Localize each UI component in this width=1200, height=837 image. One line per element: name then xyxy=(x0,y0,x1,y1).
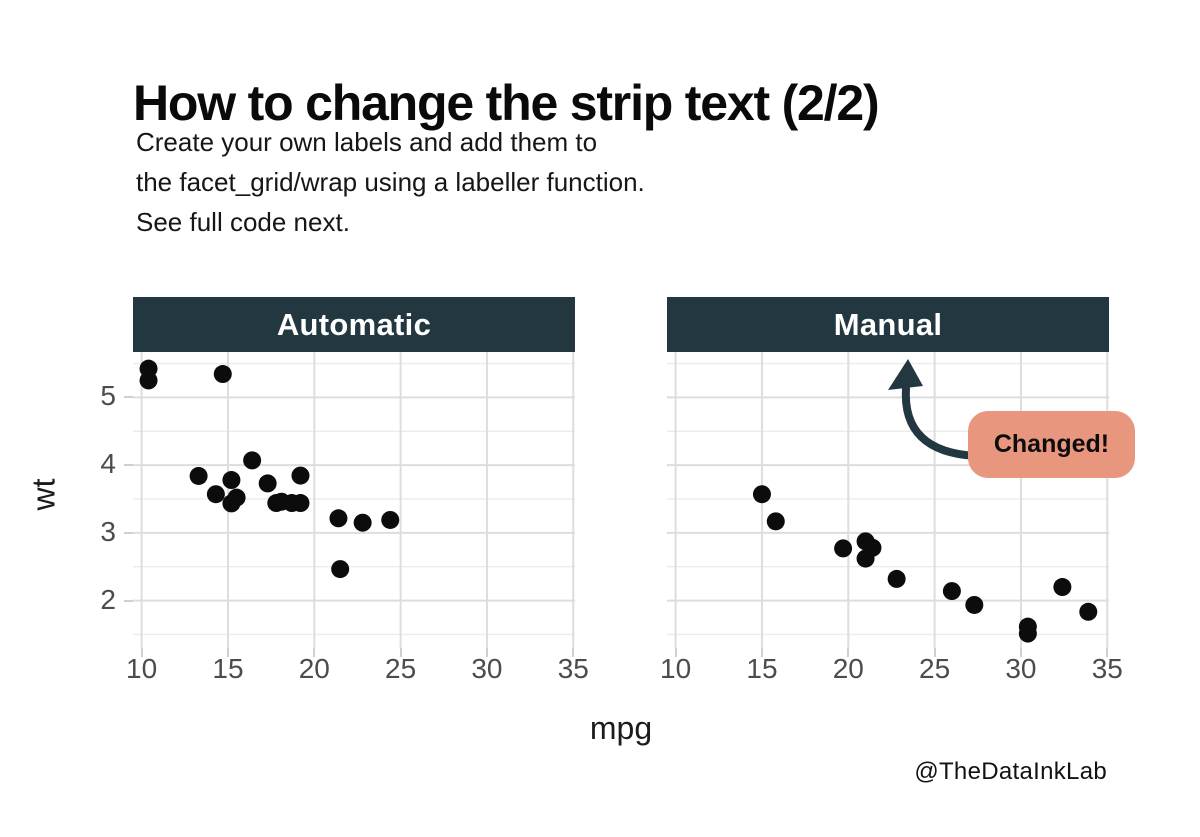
changed-badge-label: Changed! xyxy=(993,430,1110,458)
data-point xyxy=(381,510,400,529)
x-tick-label: 25 xyxy=(385,653,417,684)
data-point xyxy=(863,538,882,557)
x-tick-mark xyxy=(572,648,575,657)
y-axis-label: wt xyxy=(25,478,62,511)
subtitle-line: the facet_grid/wrap using a labeller fun… xyxy=(136,167,645,197)
x-tick-label: 35 xyxy=(1091,653,1123,684)
x-tick-mark xyxy=(847,648,850,657)
data-point xyxy=(213,365,232,384)
x-tick-mark xyxy=(226,648,229,657)
scatter-panel-automatic xyxy=(133,352,575,648)
data-point xyxy=(329,509,348,528)
data-point xyxy=(206,485,225,504)
y-tick-mark xyxy=(124,464,133,467)
data-point xyxy=(353,513,372,532)
data-point xyxy=(222,471,241,490)
x-tick-label: 20 xyxy=(832,653,864,684)
x-tick-label: 15 xyxy=(212,653,244,684)
y-tick-mark xyxy=(124,396,133,399)
y-tick-mark xyxy=(124,531,133,534)
x-tick-mark xyxy=(313,648,316,657)
y-tick-label: 4 xyxy=(100,448,116,480)
credit-handle: @TheDataInkLab xyxy=(914,758,1107,785)
x-tick-label: 35 xyxy=(557,653,589,684)
x-tick-label: 30 xyxy=(1005,653,1037,684)
data-point xyxy=(291,494,310,513)
subtitle-line: See full code next. xyxy=(136,207,350,237)
y-tick-label: 5 xyxy=(100,380,116,412)
changed-badge: Changed! xyxy=(968,411,1135,478)
page-title: How to change the strip text (2/2) xyxy=(133,74,880,131)
data-point xyxy=(834,539,853,558)
data-point xyxy=(331,560,350,579)
data-point xyxy=(942,582,961,601)
x-tick-label: 20 xyxy=(298,653,330,684)
subtitle-line: Create your own labels and add them to xyxy=(136,127,598,157)
facet-strip-automatic: Automatic xyxy=(133,297,575,352)
data-point xyxy=(887,569,906,588)
x-tick-mark xyxy=(140,648,143,657)
x-tick-label: 10 xyxy=(660,653,692,684)
data-point xyxy=(227,488,246,507)
x-tick-mark xyxy=(399,648,402,657)
x-tick-label: 10 xyxy=(126,653,158,684)
data-point xyxy=(139,359,158,378)
x-tick-mark xyxy=(760,648,763,657)
data-point xyxy=(752,485,771,504)
scatter-panel-manual xyxy=(667,352,1109,648)
y-tick-label: 2 xyxy=(100,583,116,615)
data-point xyxy=(243,451,262,470)
y-tick-label: 3 xyxy=(100,515,116,547)
x-tick-label: 30 xyxy=(471,653,503,684)
y-tick-mark xyxy=(124,599,133,602)
data-point xyxy=(258,474,277,493)
x-tick-mark xyxy=(485,648,488,657)
x-tick-label: 25 xyxy=(919,653,951,684)
subtitle: Create your own labels and add them to t… xyxy=(136,122,776,242)
x-tick-mark xyxy=(933,648,936,657)
data-point xyxy=(1079,602,1098,621)
x-axis-label: mpg xyxy=(589,710,653,746)
data-point xyxy=(291,466,310,485)
facet-strip-manual: Manual xyxy=(667,297,1109,352)
data-point xyxy=(965,595,984,614)
x-tick-mark xyxy=(1019,648,1022,657)
x-tick-mark xyxy=(674,648,677,657)
x-tick-label: 15 xyxy=(746,653,778,684)
data-point xyxy=(1053,578,1072,597)
data-point xyxy=(766,512,785,531)
x-tick-mark xyxy=(1106,648,1109,657)
data-point xyxy=(189,466,208,485)
data-point xyxy=(1018,624,1037,643)
